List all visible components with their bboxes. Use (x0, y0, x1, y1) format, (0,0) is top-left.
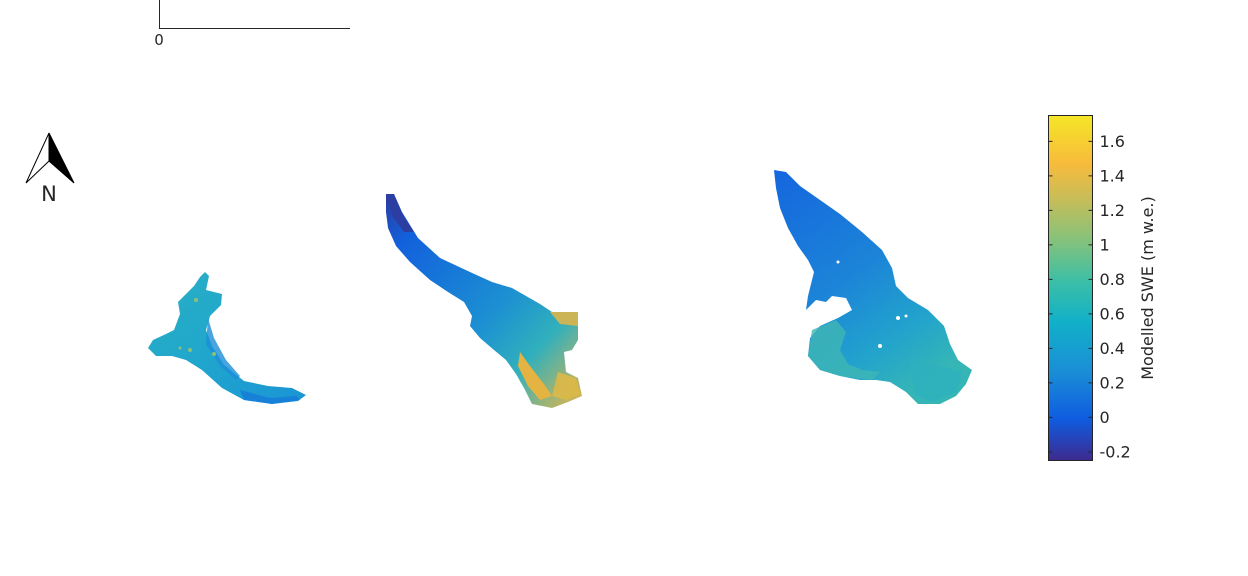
colorbar-tick-label: -0.2 (1100, 442, 1131, 461)
colorbar-tick-label: 1 (1100, 235, 1110, 254)
colorbar-tick-label: 0 (1100, 408, 1110, 427)
colorbar-tick-label: 0.2 (1100, 373, 1125, 392)
scale-bar: 0 (154, 0, 350, 49)
glacier-east (774, 170, 972, 404)
colorbar-tick-label: 1.4 (1100, 166, 1125, 185)
colorbar-tick-label: 1.2 (1100, 201, 1125, 220)
scale-bar-zero-label: 0 (154, 31, 164, 49)
colorbar-label: Modelled SWE (m w.e.) (1138, 196, 1157, 380)
north-arrow-icon: N (25, 132, 75, 206)
glacier-central (386, 194, 582, 408)
colorbar-tick-label: 0.4 (1100, 339, 1125, 358)
glacier-west (148, 272, 306, 404)
colorbar-tick-label: 1.6 (1100, 132, 1125, 151)
colorbar-ticks: -0.2 0 0.2 0.4 0.6 0.8 1 1.2 1.4 1.6 (1048, 132, 1131, 461)
colorbar-tick-label: 0.8 (1100, 270, 1125, 289)
colorbar: -0.2 0 0.2 0.4 0.6 0.8 1 1.2 1.4 1.6 Modelled SWE… (1048, 115, 1157, 461)
north-label: N (41, 182, 57, 206)
colorbar-tick-label: 0.6 (1100, 304, 1125, 323)
